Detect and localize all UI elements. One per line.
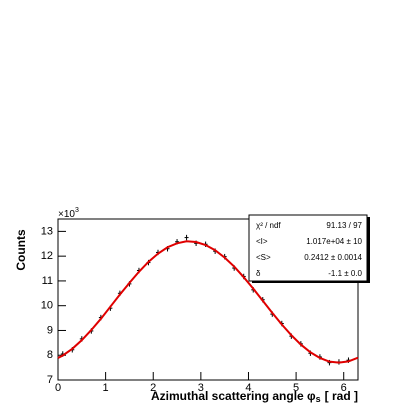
stats-panel — [248, 214, 368, 282]
stats-label: δ — [256, 269, 261, 278]
x-tick-label: 0 — [55, 382, 61, 394]
y-tick-label: 13 — [41, 225, 53, 237]
stats-value: 0.2412 ± 0.0014 — [304, 253, 362, 262]
x-tick-label: 5 — [293, 382, 299, 394]
x-title-sub: s — [316, 394, 321, 404]
y-tick-label: 9 — [47, 324, 53, 336]
plot-frame — [57, 218, 359, 381]
stats-label: <S> — [256, 253, 271, 262]
stats-box: χ² / ndf 91.13 / 97 <I> 1.017e+04 ± 10 <S> 0.… — [248, 214, 370, 283]
x-title-main: Azimuthal scattering angle φ — [151, 389, 316, 403]
y-tick-label: 11 — [42, 275, 53, 287]
x-tick-label: 1 — [103, 382, 109, 394]
stats-label: χ² / ndf — [256, 221, 281, 230]
y-tick-label: 12 — [41, 250, 53, 262]
stats-value: -1.1 ± 0.0 — [328, 269, 362, 278]
fit-curve — [57, 240, 359, 364]
stats-label: <I> — [256, 237, 268, 246]
stats-value: 91.13 / 97 — [326, 221, 362, 230]
y-tick-label: 8 — [47, 349, 53, 361]
axis-multiplier: ×103 — [58, 207, 79, 220]
x-tick-label: 3 — [198, 382, 204, 394]
x-tick-label: 4 — [245, 382, 251, 394]
y-tick-label: 10 — [41, 300, 53, 312]
y-tick-label: 7 — [47, 374, 53, 386]
x-axis-title: Azimuthal scattering angle φs [ rad ] — [151, 389, 358, 404]
multiplier-exp: 3 — [75, 207, 79, 214]
x-tick-label: 2 — [150, 382, 156, 394]
x-tick-label: 6 — [341, 382, 347, 394]
stats-value: 1.017e+04 ± 10 — [306, 237, 362, 246]
y-axis-title: Counts — [14, 229, 28, 271]
x-title-unit: [ rad ] — [325, 389, 358, 403]
multiplier-base: ×10 — [58, 209, 75, 220]
